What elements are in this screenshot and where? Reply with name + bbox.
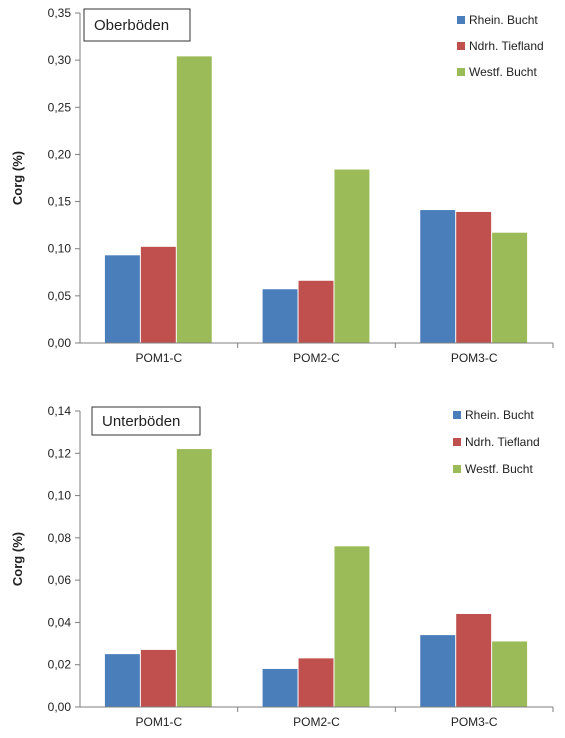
legend-swatch bbox=[453, 411, 461, 419]
x-tick-label: POM1-C bbox=[135, 351, 182, 365]
x-tick-label: POM1-C bbox=[135, 715, 182, 729]
y-tick-label: 0,05 bbox=[48, 289, 72, 303]
legend-label: Rhein. Bucht bbox=[465, 408, 534, 422]
legend-swatch bbox=[453, 438, 461, 446]
y-tick-label: 0,04 bbox=[48, 615, 72, 629]
bar bbox=[420, 210, 456, 343]
y-tick-label: 0,00 bbox=[48, 336, 72, 350]
legend-swatch bbox=[457, 68, 465, 76]
legend-label: Ndrh. Tiefland bbox=[469, 39, 544, 53]
y-tick-label: 0,00 bbox=[48, 700, 72, 714]
legend: Rhein. Bucht Ndrh. Tiefland Westf. Bucht bbox=[457, 13, 544, 79]
legend-label: Westf. Bucht bbox=[465, 462, 533, 476]
bar bbox=[456, 211, 492, 343]
chart-title-box bbox=[83, 8, 191, 42]
bar bbox=[456, 613, 492, 707]
y-tick-label: 0,30 bbox=[48, 53, 72, 67]
y-tick-label: 0,06 bbox=[48, 573, 72, 587]
chart-title-box bbox=[91, 406, 201, 436]
bar bbox=[334, 169, 370, 343]
y-axis-label: Corg (%) bbox=[10, 532, 25, 586]
y-tick-label: 0,14 bbox=[48, 404, 72, 418]
bar bbox=[298, 280, 334, 343]
bar bbox=[104, 255, 140, 343]
chart-panel-2: 0,00 0,02 0,04 0,06 0,08 0,10 0,12 0,14 Corg (%)… bbox=[10, 404, 554, 729]
bar bbox=[262, 668, 298, 707]
bar bbox=[492, 641, 528, 707]
legend-label: Ndrh. Tiefland bbox=[465, 435, 540, 449]
x-tick-label: POM2-C bbox=[293, 351, 340, 365]
bar bbox=[334, 546, 370, 707]
y-tick-label: 0,10 bbox=[48, 489, 72, 503]
chart-title: Oberböden bbox=[94, 17, 169, 34]
bar bbox=[140, 246, 176, 343]
bar bbox=[140, 649, 176, 707]
y-tick-label: 0,10 bbox=[48, 242, 72, 256]
x-tick-label: POM3-C bbox=[451, 715, 498, 729]
bar bbox=[492, 232, 528, 343]
bar bbox=[262, 289, 298, 343]
chart-panel-1: 0,00 0,05 0,10 0,15 0,20 0,25 0,30 0,35 Corg (%)… bbox=[10, 6, 554, 365]
y-tick-label: 0,12 bbox=[48, 446, 72, 460]
bar bbox=[420, 635, 456, 707]
chart-title: Unterböden bbox=[102, 413, 180, 430]
bar bbox=[176, 449, 212, 707]
legend-swatch bbox=[457, 42, 465, 50]
x-tick-label: POM3-C bbox=[451, 351, 498, 365]
bar bbox=[298, 658, 334, 707]
y-tick-label: 0,15 bbox=[48, 195, 72, 209]
y-tick-label: 0,02 bbox=[48, 658, 72, 672]
legend-label: Westf. Bucht bbox=[469, 65, 537, 79]
y-tick-label: 0,25 bbox=[48, 100, 72, 114]
legend: Rhein. Bucht Ndrh. Tiefland Westf. Bucht bbox=[453, 408, 540, 476]
x-tick-label: POM2-C bbox=[293, 715, 340, 729]
y-tick-label: 0,08 bbox=[48, 531, 72, 545]
y-axis-label: Corg (%) bbox=[10, 151, 25, 205]
y-tick-label: 0,35 bbox=[48, 6, 72, 20]
legend-swatch bbox=[457, 16, 465, 24]
legend-swatch bbox=[453, 465, 461, 473]
bar bbox=[176, 56, 212, 343]
legend-label: Rhein. Bucht bbox=[469, 13, 538, 27]
bar bbox=[104, 654, 140, 707]
y-tick-label: 0,20 bbox=[48, 147, 72, 161]
